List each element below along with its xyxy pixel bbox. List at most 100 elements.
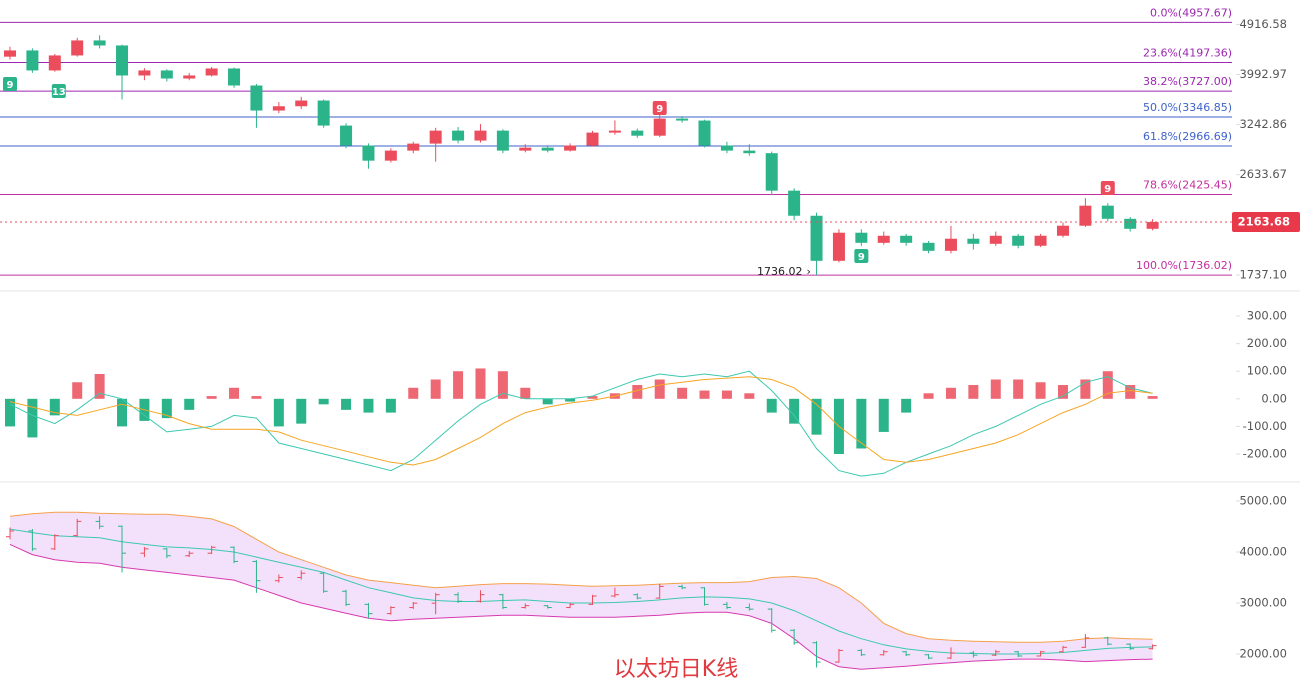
y-tick-label: 4000.00 (1239, 545, 1287, 559)
macd-bar (430, 379, 441, 399)
candle-body (138, 70, 151, 76)
macd-bar (1013, 379, 1024, 399)
y-tick-label: 2000.00 (1239, 646, 1287, 660)
candle-body (272, 106, 285, 111)
macd-bar (206, 396, 217, 399)
candle-body (71, 40, 84, 56)
macd-bar (453, 371, 464, 399)
y-tick-label: 4916.58 (1239, 17, 1287, 31)
y-tick-label: 3000.00 (1239, 596, 1287, 610)
macd-bar (632, 385, 643, 399)
macd-bar (766, 398, 777, 413)
candle-body (1101, 205, 1114, 219)
macd-bar (497, 371, 508, 399)
macd-bar (1147, 396, 1158, 399)
candle-body (93, 40, 106, 46)
candle-body (1012, 235, 1025, 246)
macd-bar (945, 387, 956, 399)
macd-bar (117, 398, 128, 427)
band-fill (10, 512, 1153, 670)
candle-body (116, 45, 129, 76)
y-tick-label: -100.00 (1243, 419, 1287, 433)
fib-label: 38.2%(3727.00) (1143, 75, 1232, 88)
candle-body (720, 145, 733, 151)
fib-label: 78.6%(2425.45) (1143, 179, 1232, 192)
fib-label: 61.8%(2966.69) (1143, 130, 1232, 143)
candle-body (228, 68, 241, 86)
macd-bar (721, 390, 732, 399)
td-marker: 9 (1104, 184, 1111, 195)
td-marker-box (652, 101, 667, 115)
macd-bar (587, 396, 598, 399)
candle-body (810, 215, 823, 261)
macd-bar (901, 398, 912, 413)
macd-bar (49, 398, 60, 416)
macd-bar (385, 398, 396, 413)
candle-body (340, 125, 353, 146)
macd-bar (1125, 385, 1136, 399)
low-label: 1736.02 (757, 265, 803, 278)
candle-body (429, 130, 442, 144)
y-tick-label: 3992.97 (1239, 67, 1287, 81)
candle-body (832, 232, 845, 261)
y-tick-label: 300.00 (1247, 309, 1287, 323)
td-marker: 9 (7, 80, 14, 91)
candle-body (250, 85, 263, 111)
candle-body (1056, 225, 1069, 236)
candle-body (48, 55, 61, 71)
macd-bar (1035, 382, 1046, 399)
macd-bar (654, 379, 665, 399)
candle-body (564, 145, 577, 151)
td-marker: 9 (858, 252, 865, 263)
candle-body (407, 143, 420, 151)
candle-body (989, 235, 1002, 244)
td-marker-box (51, 84, 66, 98)
macd-bar (789, 398, 800, 424)
macd-bar (72, 382, 83, 399)
td-marker: 13 (52, 87, 66, 98)
macd-bar (968, 385, 979, 399)
candle-body (631, 130, 644, 136)
candle-body (1124, 218, 1137, 229)
macd-bar (990, 379, 1001, 399)
macd-bar (565, 398, 576, 402)
macd-line (9, 370, 1153, 477)
y-tick-label: 3242.86 (1239, 117, 1287, 131)
candle-body (1146, 222, 1159, 229)
macd-bar (318, 398, 329, 405)
macd-bar (27, 398, 38, 438)
td-marker-box (854, 249, 869, 263)
candle-body (653, 118, 666, 136)
candle-body (474, 130, 487, 141)
macd-bar (811, 398, 822, 435)
candle-body (1034, 235, 1047, 246)
macd-bar (408, 387, 419, 399)
macd-bar (1080, 379, 1091, 399)
candle-body (788, 190, 801, 216)
macd-bar (677, 387, 688, 399)
candle-body (362, 145, 375, 161)
candle-body (452, 130, 465, 141)
y-tick-label: 200.00 (1247, 336, 1287, 350)
candle-body (295, 100, 308, 107)
last-price-box (1232, 212, 1300, 233)
band-line (9, 543, 1153, 670)
macd-bar (94, 373, 105, 399)
candle-body (967, 238, 980, 244)
candle-body (877, 235, 890, 243)
low-arrow: › (807, 265, 811, 278)
candle-body (586, 132, 599, 146)
macd-bar (744, 393, 755, 399)
candle-body (183, 75, 196, 79)
candle-body (743, 150, 756, 154)
candle-body (1079, 205, 1092, 226)
candle-body (698, 120, 711, 146)
candle-body (205, 68, 218, 76)
macd-bar (161, 398, 172, 419)
macd-bar (184, 398, 195, 410)
candle-body (317, 100, 330, 126)
candle-body (160, 70, 173, 79)
macd-bar (520, 387, 531, 399)
macd-bar (699, 390, 710, 399)
